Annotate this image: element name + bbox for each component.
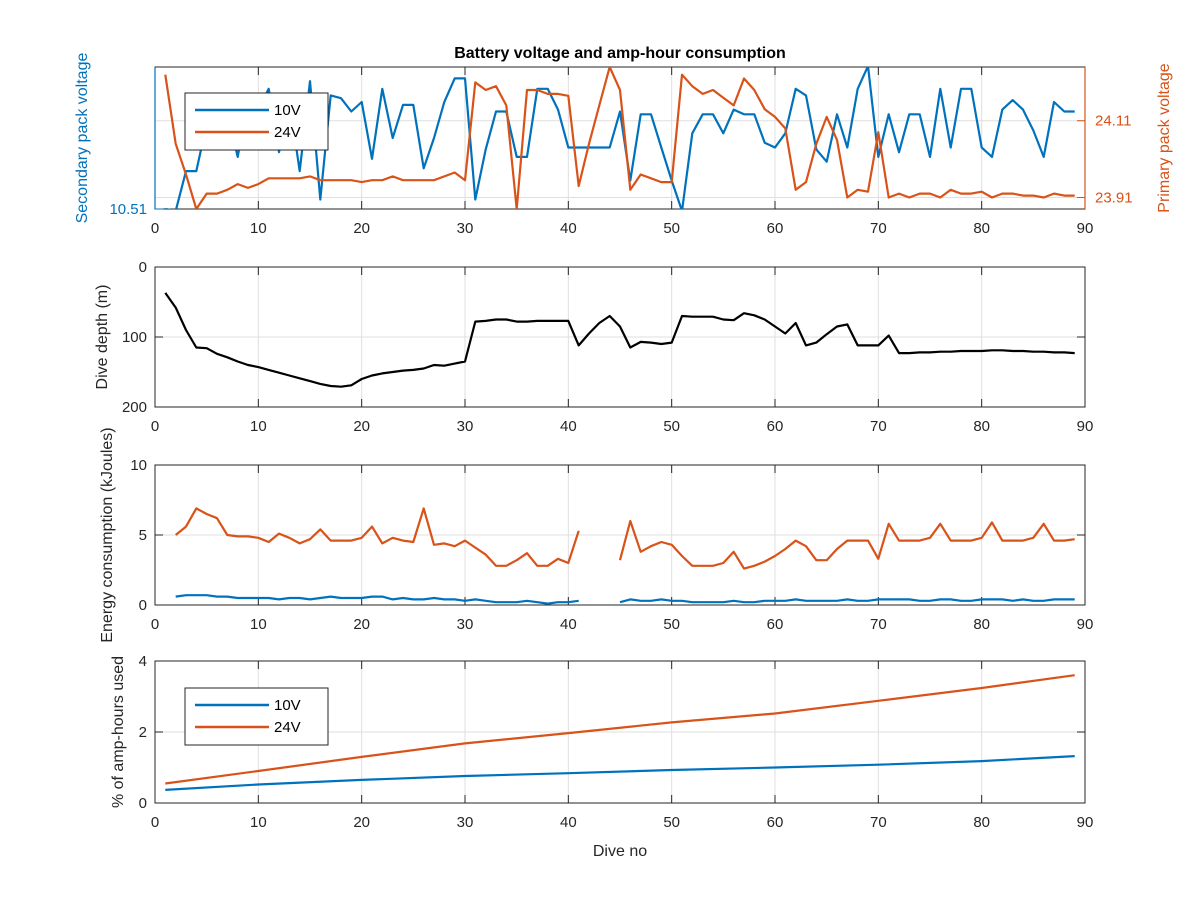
series-group — [164, 292, 1075, 388]
x-tick-label: 40 — [560, 418, 577, 435]
y-axis-label: % of amp-hours used — [110, 656, 127, 808]
y-axis-label: Energy consumption (kJoules) — [99, 427, 116, 642]
x-tick-label: 30 — [457, 616, 474, 633]
x-tick-label: 80 — [973, 616, 990, 633]
series-line-10v-2-1 — [619, 598, 1075, 604]
x-tick-label: 0 — [151, 418, 159, 435]
x-tick-label: 40 — [560, 814, 577, 831]
series-group — [165, 674, 1075, 791]
x-tick-label: 20 — [353, 418, 370, 435]
x-tick-label: 80 — [973, 418, 990, 435]
subplot-4: 0 10 20 30 40 50 60 70 80 90 0 2 4 % of amp-hours use… — [110, 653, 1093, 860]
series-line-10v-0-0 — [165, 67, 1075, 209]
y-axis-label-left: Secondary pack voltage — [74, 53, 91, 224]
x-tick-label: 70 — [870, 616, 887, 633]
x-tick-label: 90 — [1077, 418, 1094, 435]
series-line-depth-1-0 — [164, 292, 1075, 388]
series-line-24v-3-0 — [165, 674, 1075, 785]
x-tick-label: 70 — [870, 220, 887, 237]
legend-label-24v: 24V — [274, 124, 301, 141]
y-tick-label: 0 — [139, 259, 147, 276]
legend-label-24v: 24V — [274, 719, 301, 736]
x-tick-label: 30 — [457, 220, 474, 237]
y-axis-label-right: Primary pack voltage — [1156, 63, 1173, 212]
series-group — [164, 67, 1075, 209]
x-tick-label: 10 — [250, 220, 267, 237]
x-tick-label: 80 — [973, 814, 990, 831]
y-tick-label: 10 — [130, 457, 147, 474]
subplot-2: 0 10 20 30 40 50 60 70 80 90 0 100 200 Dive depth (m) — [94, 259, 1093, 435]
x-tick-label: 50 — [663, 220, 680, 237]
x-tick-label: 90 — [1077, 814, 1094, 831]
y-tick-label-left: 10.51 — [109, 201, 147, 218]
legend-box — [184, 687, 329, 746]
x-tick-label: 0 — [151, 220, 159, 237]
y-tick-label: 5 — [139, 527, 147, 544]
x-tick-label: 20 — [353, 220, 370, 237]
series-line-10v-2-0 — [175, 594, 579, 605]
x-tick-label: 10 — [250, 418, 267, 435]
x-tick-label: 30 — [457, 418, 474, 435]
x-tick-label: 40 — [560, 220, 577, 237]
y-tick-label-right: 24.11 — [1095, 113, 1131, 130]
y-tick-label: 100 — [122, 329, 147, 346]
x-tick-label: 50 — [663, 418, 680, 435]
x-tick-label: 20 — [353, 616, 370, 633]
y-tick-label: 0 — [139, 597, 147, 614]
x-tick-label: 80 — [973, 220, 990, 237]
plots-layer: 0 10 20 30 40 50 60 70 80 9010.5124.1123.91Batter… — [74, 45, 1173, 860]
x-tick-label: 0 — [151, 616, 159, 633]
x-tick-label: 70 — [870, 418, 887, 435]
y-tick-label: 200 — [122, 399, 147, 416]
x-tick-label: 40 — [560, 616, 577, 633]
series-group — [175, 507, 1075, 605]
x-tick-label: 70 — [870, 814, 887, 831]
x-tick-label: 60 — [767, 616, 784, 633]
y-tick-label: 2 — [139, 724, 147, 741]
subplot-3: 0 10 20 30 40 50 60 70 80 90 0 5 10 Energy consumptio… — [99, 427, 1093, 642]
x-tick-label: 60 — [767, 220, 784, 237]
y-tick-label: 4 — [139, 653, 147, 670]
x-tick-label: 20 — [353, 814, 370, 831]
x-tick-label: 90 — [1077, 220, 1094, 237]
x-tick-label: 0 — [151, 814, 159, 831]
series-line-24v-0-0 — [164, 67, 1075, 209]
y-tick-label: 0 — [139, 795, 147, 812]
subplot-1: 0 10 20 30 40 50 60 70 80 90 10.51 24.11 23.91 Batter… — [74, 45, 1173, 237]
x-tick-label: 10 — [250, 616, 267, 633]
x-tick-label: 10 — [250, 814, 267, 831]
series-line-10v-3-0 — [165, 755, 1075, 791]
x-tick-label: 90 — [1077, 616, 1094, 633]
x-tick-label: 50 — [663, 814, 680, 831]
x-tick-label: 50 — [663, 616, 680, 633]
x-tick-label: 30 — [457, 814, 474, 831]
x-tick-label: 60 — [767, 814, 784, 831]
legend-label-10v: 10V — [274, 102, 301, 119]
series-line-24v-2-0 — [175, 507, 580, 567]
chart-title: Battery voltage and amp-hour consumption — [454, 45, 786, 62]
series-line-24v-2-1 — [618, 519, 1075, 570]
x-axis-label: Dive no — [593, 843, 647, 860]
x-tick-label: 60 — [767, 418, 784, 435]
legend-box — [184, 92, 329, 151]
legend-label-10v: 10V — [274, 697, 301, 714]
y-tick-label-right: 23.91 — [1095, 189, 1133, 206]
y-axis-label: Dive depth (m) — [94, 285, 111, 390]
